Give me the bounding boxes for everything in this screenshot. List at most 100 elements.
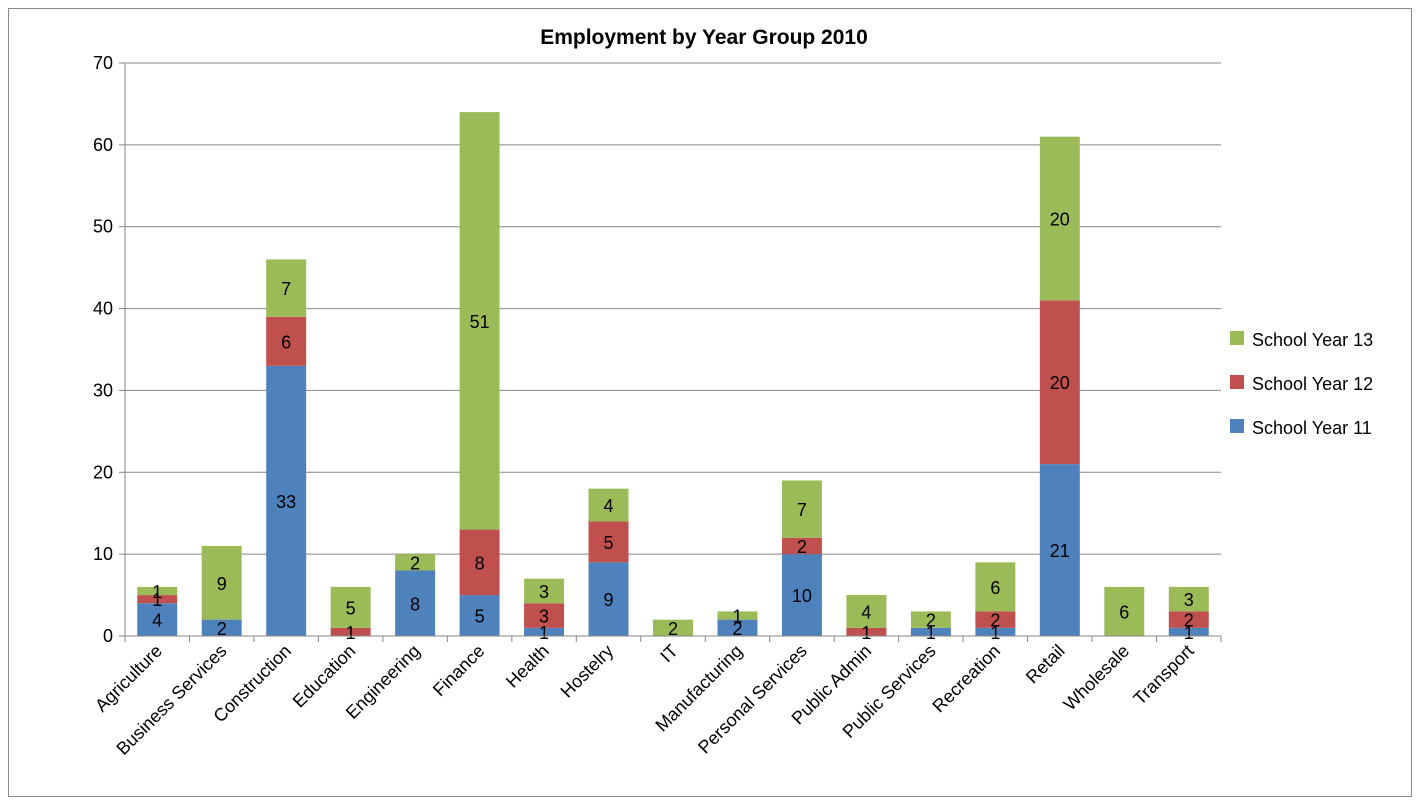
bar-segment (330, 586, 371, 628)
bar-segment (524, 603, 565, 628)
data-label: 5 (346, 598, 356, 618)
y-tick-label: 60 (93, 135, 113, 155)
data-label: 9 (604, 590, 614, 610)
data-label: 2 (926, 611, 936, 631)
bar-segment (266, 259, 307, 317)
bar-segment (781, 537, 822, 555)
x-category-label: Personal Services (694, 641, 811, 758)
legend-swatch (1230, 331, 1244, 345)
bar-segment (846, 627, 887, 636)
legend-swatch (1230, 419, 1244, 433)
legend-swatch (1230, 375, 1244, 389)
data-label: 7 (797, 500, 807, 520)
data-label: 7 (281, 279, 291, 299)
data-label: 2 (797, 537, 807, 557)
data-label: 6 (281, 332, 291, 352)
data-label: 6 (990, 578, 1000, 598)
data-label: 2 (990, 611, 1000, 631)
data-label: 33 (276, 492, 296, 512)
data-label: 20 (1050, 373, 1070, 393)
y-tick-label: 20 (93, 462, 113, 482)
data-label: 10 (792, 586, 812, 606)
data-label: 1 (152, 582, 162, 602)
data-label: 1 (1184, 623, 1194, 643)
data-label: 1 (152, 590, 162, 610)
bar-segment (459, 112, 500, 530)
data-label: 1 (732, 607, 742, 627)
data-label: 4 (861, 602, 871, 622)
bar-segment (266, 316, 307, 366)
bar-segment (588, 562, 629, 636)
bar-segment (781, 554, 822, 636)
bar-segment (717, 611, 758, 620)
data-label: 4 (604, 496, 614, 516)
data-label: 2 (1184, 611, 1194, 631)
data-label: 1 (539, 623, 549, 643)
bar-segment (717, 619, 758, 636)
y-tick-label: 30 (93, 380, 113, 400)
bar-segment (846, 595, 887, 628)
data-label: 5 (604, 533, 614, 553)
bar-segment (1168, 611, 1209, 628)
bar-segment (201, 545, 242, 620)
bar-segment (975, 562, 1016, 612)
x-category-label: Finance (429, 641, 488, 700)
data-label: 2 (410, 553, 420, 573)
bar-segment (266, 365, 307, 636)
bar-segment (1039, 136, 1080, 301)
legend-label: School Year 11 (1252, 418, 1372, 438)
bar-segment (201, 619, 242, 636)
bar-segment (781, 480, 822, 538)
data-label: 8 (475, 553, 485, 573)
bar-segment (1039, 464, 1080, 636)
bar-segment (975, 611, 1016, 628)
bar-segment (137, 595, 178, 604)
data-label: 6 (1119, 602, 1129, 622)
data-label: 3 (539, 582, 549, 602)
chart-title: Employment by Year Group 2010 (540, 26, 868, 49)
bar-segment (588, 488, 629, 522)
data-label: 1 (346, 623, 356, 643)
x-category-label: Recreation (928, 641, 1004, 717)
data-label: 5 (475, 607, 485, 627)
bar-segment (137, 586, 178, 596)
x-category-label: IT (656, 641, 681, 666)
bar-segment (1168, 627, 1209, 636)
bar-segment (137, 603, 178, 636)
data-label: 3 (1184, 590, 1194, 610)
bar-segment (1104, 586, 1145, 636)
x-category-label: Business Services (112, 641, 230, 759)
data-label: 21 (1050, 541, 1070, 561)
data-label: 1 (990, 623, 1000, 643)
bar-segment (524, 627, 565, 636)
data-label: 2 (217, 619, 227, 639)
bar-segment (1168, 586, 1209, 612)
legend-label: School Year 12 (1252, 374, 1373, 394)
data-label: 1 (926, 623, 936, 643)
x-category-label: Transport (1129, 641, 1197, 709)
data-label: 2 (668, 619, 678, 639)
data-label: 20 (1050, 210, 1070, 230)
data-label: 51 (470, 312, 490, 332)
data-label: 9 (217, 574, 227, 594)
bar-segment (1039, 300, 1080, 465)
bar-segment (524, 578, 565, 604)
y-tick-label: 40 (93, 299, 113, 319)
bar-segment (653, 619, 693, 636)
data-label: 2 (732, 619, 742, 639)
bar-segment (459, 529, 500, 596)
bar-segment (395, 570, 436, 636)
data-label: 4 (152, 611, 162, 631)
y-tick-label: 70 (93, 53, 113, 73)
bar-segment (330, 627, 371, 636)
y-tick-label: 50 (93, 217, 113, 237)
bar-segment (459, 595, 500, 636)
data-label: 8 (410, 594, 420, 614)
data-label: 3 (539, 607, 549, 627)
y-tick-label: 10 (93, 544, 113, 564)
x-category-label: Wholesale (1060, 641, 1134, 715)
x-category-label: Health (502, 641, 553, 692)
legend-label: School Year 13 (1252, 330, 1373, 350)
bar-segment (395, 554, 436, 571)
